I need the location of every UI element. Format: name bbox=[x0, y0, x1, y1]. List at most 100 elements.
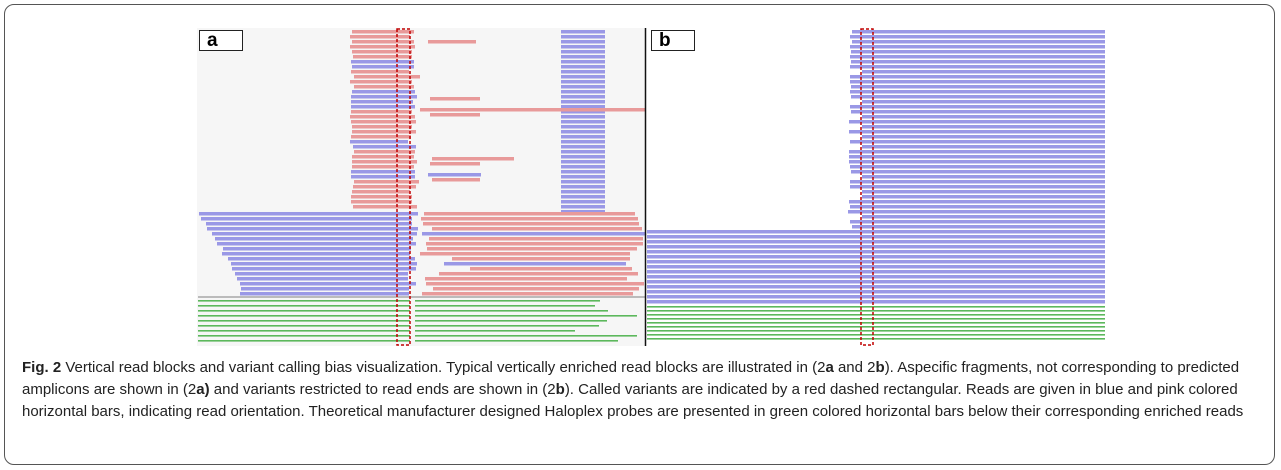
read bbox=[351, 105, 415, 109]
read bbox=[430, 162, 480, 166]
read bbox=[862, 285, 1105, 289]
read bbox=[561, 70, 605, 74]
read bbox=[862, 180, 1105, 184]
probe bbox=[647, 326, 1105, 328]
read bbox=[852, 225, 866, 229]
read bbox=[237, 277, 408, 281]
caption-text: and variants restricted to read ends are… bbox=[210, 381, 556, 398]
probe bbox=[198, 330, 410, 332]
read bbox=[561, 50, 605, 54]
read bbox=[851, 110, 865, 114]
probe bbox=[647, 306, 1105, 308]
read bbox=[561, 75, 605, 79]
read bbox=[848, 210, 862, 214]
panel-label: b bbox=[651, 30, 695, 51]
read bbox=[425, 277, 627, 281]
read bbox=[862, 145, 1105, 149]
read bbox=[421, 217, 638, 221]
read bbox=[426, 282, 644, 286]
read bbox=[423, 222, 639, 226]
read bbox=[470, 267, 632, 271]
read bbox=[850, 205, 864, 209]
read bbox=[647, 260, 862, 264]
probe bbox=[415, 305, 595, 307]
read bbox=[862, 110, 1105, 114]
read bbox=[862, 120, 1105, 124]
probe bbox=[647, 310, 1105, 312]
read bbox=[439, 272, 638, 276]
read bbox=[561, 170, 605, 174]
read bbox=[862, 190, 1105, 194]
read bbox=[422, 292, 633, 296]
read bbox=[862, 85, 1105, 89]
read bbox=[351, 200, 412, 204]
read bbox=[561, 125, 605, 129]
read bbox=[850, 165, 864, 169]
read bbox=[647, 245, 862, 249]
read bbox=[852, 30, 866, 34]
read bbox=[350, 115, 415, 119]
probe bbox=[198, 340, 410, 342]
read bbox=[862, 135, 1105, 139]
probe bbox=[647, 334, 1105, 336]
probe bbox=[198, 325, 410, 327]
read bbox=[353, 145, 416, 149]
read bbox=[561, 90, 605, 94]
caption: Fig. 2 Vertical read blocks and variant … bbox=[22, 357, 1270, 423]
read bbox=[862, 140, 1105, 144]
read bbox=[862, 170, 1105, 174]
read bbox=[850, 180, 864, 184]
read bbox=[850, 55, 864, 59]
read bbox=[561, 135, 605, 139]
caption-text: a) bbox=[196, 381, 209, 398]
read bbox=[353, 185, 416, 189]
read bbox=[351, 170, 415, 174]
read bbox=[862, 70, 1105, 74]
read bbox=[862, 270, 1105, 274]
read bbox=[850, 45, 864, 49]
read bbox=[432, 227, 642, 231]
read bbox=[207, 227, 418, 231]
read bbox=[862, 210, 1105, 214]
read bbox=[647, 250, 862, 254]
read bbox=[862, 220, 1105, 224]
probe bbox=[415, 300, 600, 302]
read bbox=[352, 190, 410, 194]
read bbox=[561, 130, 605, 134]
caption-text: Vertical read blocks and variant calling… bbox=[61, 359, 825, 376]
read bbox=[228, 257, 415, 261]
read bbox=[351, 110, 412, 114]
read bbox=[352, 160, 417, 164]
read bbox=[350, 140, 408, 144]
read bbox=[351, 95, 417, 99]
read bbox=[432, 157, 514, 161]
read bbox=[352, 90, 415, 94]
read bbox=[428, 40, 476, 44]
read bbox=[352, 130, 416, 134]
probe bbox=[647, 330, 1105, 332]
read bbox=[430, 97, 480, 101]
read bbox=[352, 30, 414, 34]
read bbox=[862, 195, 1105, 199]
read bbox=[240, 292, 409, 296]
probe bbox=[647, 338, 1105, 340]
read bbox=[433, 287, 639, 291]
read bbox=[561, 190, 605, 194]
read bbox=[647, 230, 862, 234]
read bbox=[862, 295, 1105, 299]
read bbox=[430, 113, 480, 117]
probe bbox=[647, 314, 1105, 316]
read bbox=[862, 100, 1105, 104]
reference-line bbox=[198, 296, 645, 298]
read bbox=[561, 45, 605, 49]
read bbox=[561, 150, 605, 154]
read bbox=[432, 178, 480, 182]
read bbox=[862, 160, 1105, 164]
read bbox=[231, 262, 417, 266]
read bbox=[561, 115, 605, 119]
read bbox=[199, 212, 418, 216]
read bbox=[862, 165, 1105, 169]
read bbox=[215, 237, 413, 241]
read bbox=[561, 35, 605, 39]
read bbox=[561, 145, 605, 149]
